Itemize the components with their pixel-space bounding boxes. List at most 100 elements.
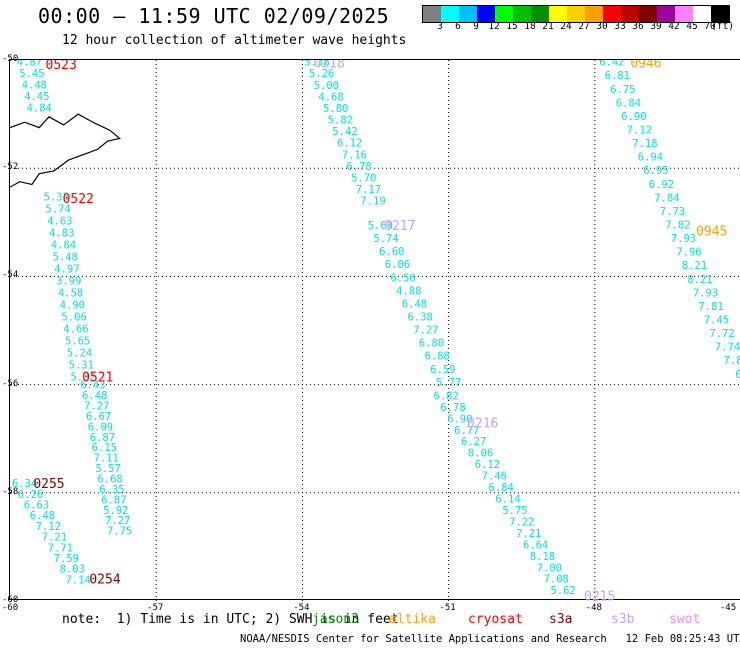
colorbar-swatch bbox=[549, 6, 567, 22]
colorbar-swatch bbox=[441, 6, 459, 22]
wave-height-value: 7.27 bbox=[413, 325, 438, 337]
wave-height-value: 6.80 bbox=[419, 338, 444, 350]
wave-height-value: 7.73 bbox=[660, 206, 685, 218]
wave-height-value: 6.48 bbox=[402, 298, 427, 310]
wave-height-value: 5.70 bbox=[351, 172, 376, 184]
colorbar-swatch bbox=[585, 6, 603, 22]
wave-height-value: 5.62 bbox=[550, 585, 575, 597]
wave-height-value: 6.34 bbox=[12, 478, 37, 490]
colorbar-label: 33 bbox=[614, 21, 626, 32]
wave-height-value: 6.59 bbox=[430, 364, 455, 376]
map-frame: 4.87 5.45 4.48 4.45 4.84 0523 5.33 5.74 4.63 4.83… bbox=[9, 59, 740, 601]
wave-height-value: 5.42 bbox=[332, 126, 357, 138]
wave-height-value: 5.45 bbox=[19, 68, 44, 80]
wave-height-value: 7.00 bbox=[537, 562, 562, 574]
colorbar-label: 18 bbox=[524, 21, 536, 32]
latitude-label: -58 bbox=[2, 486, 19, 497]
wave-height-value: 7.27 bbox=[84, 400, 109, 412]
colorbar-label: 3 bbox=[437, 21, 443, 32]
wave-height-value: 7.11 bbox=[94, 453, 119, 465]
colorbar-swatch bbox=[423, 6, 441, 22]
wave-height-value: 6.15 bbox=[92, 442, 117, 454]
wave-height-value: 7.19 bbox=[360, 196, 385, 208]
wave-height-value: 7.93 bbox=[671, 233, 696, 245]
pass-time-label: 0215 bbox=[584, 590, 615, 601]
wave-height-value: 6.63 bbox=[24, 499, 49, 511]
pass-time-label: 0255 bbox=[33, 477, 64, 492]
wave-height-value: 6.77 bbox=[454, 425, 479, 437]
longitude-label: -60 bbox=[1, 603, 19, 613]
colorbar-swatch bbox=[657, 6, 675, 22]
wave-height-value: 6.60 bbox=[379, 246, 404, 258]
colorbar-label: 27 bbox=[578, 21, 590, 32]
colorbar-swatch bbox=[693, 6, 711, 22]
latitude-label: -54 bbox=[2, 270, 19, 281]
wave-height-value: 7.45 bbox=[704, 314, 729, 326]
colorbar-label: 24 bbox=[560, 21, 572, 32]
colorbar-label: 42 bbox=[668, 21, 680, 32]
wave-height-value: 6.78 bbox=[440, 402, 465, 414]
wave-height-value: 6.14 bbox=[495, 494, 520, 506]
wave-height-value: 6.56 bbox=[390, 272, 415, 284]
wave-height-value: 6.09 bbox=[88, 421, 113, 433]
wave-height-value: 6.12 bbox=[337, 138, 362, 150]
map-title: 00:00 — 11:59 UTC 02/09/2025 bbox=[38, 4, 390, 28]
wave-height-value: 4.90 bbox=[60, 299, 85, 311]
wave-height-value: 4.83 bbox=[49, 227, 74, 239]
latitude-label: -52 bbox=[2, 162, 19, 173]
pass-time-label: 0217 bbox=[384, 219, 415, 234]
wave-height-value: 6.75 bbox=[610, 84, 635, 96]
wave-height-value: 5.33 bbox=[44, 191, 69, 203]
colorbar-label: 39 bbox=[650, 21, 662, 32]
wave-height-value: 5.57 bbox=[96, 463, 121, 475]
wave-height-value: 5.77 bbox=[436, 377, 461, 389]
wave-height-value: 6.26 bbox=[18, 489, 43, 501]
wave-height-value: 5.32 bbox=[70, 371, 95, 383]
wave-height-value: 6.38 bbox=[408, 312, 433, 324]
wave-height-value: 7.72 bbox=[709, 328, 734, 340]
pass-time-label: 0521 bbox=[82, 370, 113, 385]
wave-height-value: 6.12 bbox=[475, 459, 500, 471]
wave-height-value: 4.84 bbox=[51, 239, 76, 251]
wave-height-value: 5.00 bbox=[314, 80, 339, 92]
wave-height-value: 7.14 bbox=[66, 574, 91, 586]
wave-height-value: 5.48 bbox=[53, 251, 78, 263]
wave-height-value: 7.8 bbox=[724, 355, 740, 367]
wave-height-value: 5.74 bbox=[373, 233, 398, 245]
wave-height-value: 6.42 bbox=[599, 60, 624, 69]
pass-time-label: 0522 bbox=[63, 192, 94, 207]
footer-note: note: 1) Time is in UTC; 2) SWH is in fe… bbox=[62, 612, 399, 627]
wave-height-value: 3.99 bbox=[56, 275, 81, 287]
wave-height-value: 6.27 bbox=[461, 436, 486, 448]
colorbar-label: (ft) bbox=[711, 21, 735, 32]
colorbar-label: 21 bbox=[542, 21, 554, 32]
wave-height-value: 5.38 bbox=[304, 60, 329, 69]
wave-height-value: 5.06 bbox=[62, 311, 87, 323]
wave-height-value: 7.21 bbox=[516, 528, 541, 540]
wave-height-value: 6.43 bbox=[80, 380, 105, 392]
wave-height-value: 6.84 bbox=[616, 97, 641, 109]
wave-height-value: 7.75 bbox=[107, 526, 132, 538]
colorbar-swatch bbox=[495, 6, 513, 22]
longitude-label: -48 bbox=[585, 603, 602, 613]
wave-height-value: 4.48 bbox=[22, 80, 47, 92]
wave-height-value: 6.81 bbox=[605, 70, 630, 82]
wave-height-value: 6.35 bbox=[99, 484, 124, 496]
wave-height-value: 6 bbox=[735, 369, 740, 381]
wave-height-value: 6.90 bbox=[621, 111, 646, 123]
colorbar-swatch bbox=[711, 6, 729, 22]
colorbar-labels: 3 6 9 12 15 18 21 24 27 30 33 36 39 42 45 70 (ft) bbox=[422, 21, 735, 33]
colorbar-label: 30 bbox=[596, 21, 608, 32]
credit-line: NOAA/NESDIS Center for Satellite Applica… bbox=[240, 633, 740, 645]
wave-height-value: 8.18 bbox=[530, 551, 555, 563]
colorbar-swatch bbox=[531, 6, 549, 22]
wave-height-value: 7.16 bbox=[342, 149, 367, 161]
colorbar-swatch bbox=[603, 6, 621, 22]
wave-height-value: 5.74 bbox=[45, 203, 70, 215]
pass-time-label: 0254 bbox=[89, 572, 120, 587]
wave-height-value: 4.66 bbox=[63, 323, 88, 335]
wave-height-value: 6.48 bbox=[82, 390, 107, 402]
wave-height-value: 7.46 bbox=[482, 471, 507, 483]
pass-time-label: 0218 bbox=[314, 60, 345, 72]
wave-height-value: 5.26 bbox=[309, 68, 334, 80]
